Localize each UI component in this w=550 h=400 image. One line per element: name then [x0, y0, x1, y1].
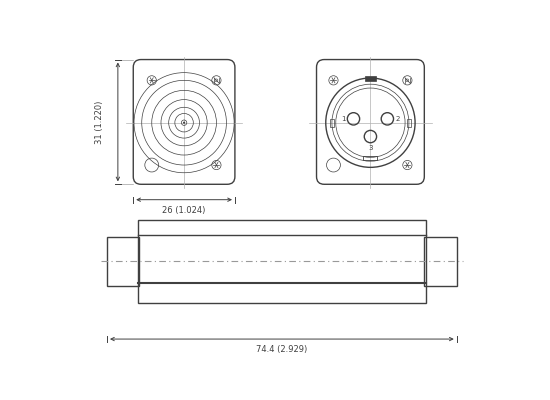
Text: 2: 2 [395, 116, 399, 122]
Text: 31 (1.220): 31 (1.220) [95, 100, 104, 144]
Text: 1: 1 [342, 116, 346, 122]
Bar [107, 237, 140, 286]
Text: 3: 3 [368, 145, 373, 151]
Bar [365, 76, 376, 81]
Bar [138, 220, 426, 303]
Circle shape [183, 122, 185, 124]
Bar [364, 156, 377, 160]
Bar [406, 119, 411, 126]
Bar [425, 237, 456, 286]
Text: 74.4 (2.929): 74.4 (2.929) [256, 345, 307, 354]
Text: 26 (1.024): 26 (1.024) [162, 206, 206, 215]
Bar [329, 119, 334, 126]
